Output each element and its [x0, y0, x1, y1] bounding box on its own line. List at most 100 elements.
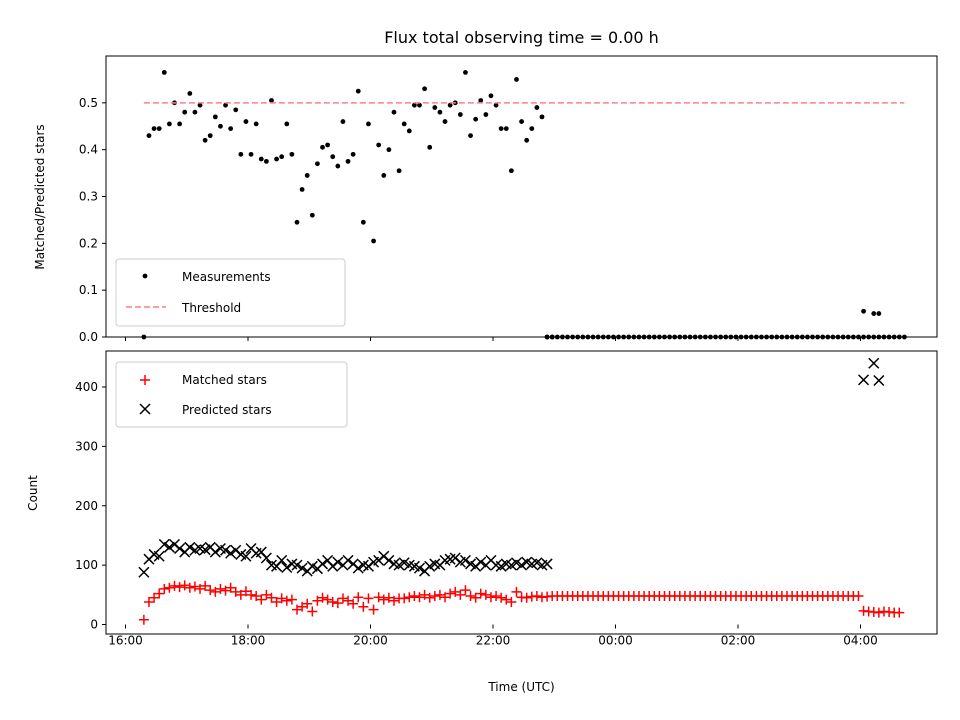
predicted-star-point [296, 562, 308, 574]
bottom-ticks: 0 100 200 300 400 16:00 18:00 20:00 22:00 00:00 02… [75, 380, 878, 648]
measurement-point [161, 69, 167, 75]
matched-star-point [297, 601, 308, 612]
predicted-star-point [138, 566, 150, 578]
matched-star-point [399, 593, 410, 604]
matched-star-point [251, 591, 262, 601]
measurement-point [427, 144, 433, 150]
measurement-point [463, 69, 468, 75]
matched-star-point [491, 591, 502, 601]
matched-star-point [419, 589, 430, 600]
bottom-legend-box [115, 361, 348, 428]
bottom-x-tick-label: 04:00 [843, 634, 878, 648]
top-y-tick-label: 0.3 [79, 190, 98, 204]
measurement-point [335, 163, 341, 169]
x-axis-label: Time (UTC) [487, 680, 554, 694]
measurement-point [422, 86, 428, 92]
predicted-star-point [459, 554, 471, 566]
measurement-point [432, 105, 438, 110]
measurement-point [279, 154, 285, 160]
matched-star-point [440, 592, 451, 603]
matched-star-point [174, 582, 185, 593]
matched-star-point [480, 589, 491, 600]
matched-star-point [154, 588, 165, 599]
measurement-point [360, 219, 366, 225]
legend-measurements-marker [142, 273, 148, 279]
measurement-point [309, 212, 315, 218]
measurement-point [151, 126, 157, 131]
matched-star-point [327, 596, 338, 607]
predicted-star-point [868, 357, 880, 369]
measurement-point [248, 151, 254, 157]
top-y-tick-label: 0.1 [79, 283, 98, 297]
predicted-star-point [260, 552, 272, 564]
matched-star-point [409, 591, 420, 601]
measurement-point [350, 151, 356, 157]
measurement-point [269, 98, 274, 103]
matched-star-point [312, 595, 323, 606]
measurement-point [871, 311, 877, 316]
matched-star-point [235, 589, 246, 600]
bottom-x-tick-label: 02:00 [721, 634, 756, 648]
predicted-star-point [316, 558, 329, 570]
measurement-point [320, 144, 325, 150]
matched-star-point [531, 591, 542, 601]
measurement-point [315, 161, 320, 167]
matched-star-point [470, 592, 481, 603]
predicted-star-point [276, 554, 288, 566]
measurement-point [156, 126, 162, 131]
matched-star-point [179, 580, 190, 591]
measurement-point [355, 88, 361, 94]
measurement-point [207, 133, 213, 139]
predicted-star-point [184, 541, 196, 553]
predicted-star-point [240, 550, 252, 562]
measurement-point [386, 147, 392, 153]
measurement-point [483, 112, 489, 117]
measurement-point [861, 308, 866, 314]
measurement-point [177, 121, 183, 127]
matched-star-point [266, 592, 277, 603]
measurement-point [330, 154, 336, 160]
top-y-tick-label: 0.2 [79, 236, 98, 250]
measurement-point [182, 109, 188, 115]
matched-star-point [302, 598, 313, 609]
bottom-y-tick-label: 300 [75, 439, 98, 453]
measurement-point [447, 102, 453, 108]
predicted-star-point [541, 558, 553, 570]
predicted-star-point [174, 542, 186, 555]
measurement-point [524, 137, 530, 143]
top-y-tick-label: 0.0 [79, 330, 98, 344]
measurement-point [391, 109, 397, 115]
predicted-star-point [291, 559, 303, 571]
bottom-x-tick-label: 20:00 [353, 634, 388, 648]
predicted-star-point [209, 546, 221, 558]
matched-star-point [292, 604, 302, 615]
predicted-star-point [413, 562, 426, 574]
measurement-point [187, 91, 193, 96]
measurement-point [212, 114, 218, 120]
bottom-y-tick-label: 400 [75, 380, 98, 394]
predicted-star-point [475, 556, 487, 568]
matched-star-point [210, 586, 221, 597]
predicted-star-point [332, 556, 344, 568]
measurement-point [146, 133, 152, 139]
measurement-point [233, 107, 239, 113]
predicted-star-point [281, 561, 293, 574]
measurement-point [258, 156, 264, 162]
bottom-x-tick-label: 00:00 [598, 634, 633, 648]
predicted-star-point [225, 547, 237, 559]
measurement-point [340, 119, 346, 124]
matched-star-point [424, 592, 435, 603]
matched-star-point [873, 607, 884, 618]
matched-star-point [521, 592, 532, 603]
matched-star-point [230, 586, 241, 597]
predicted-star-point [158, 538, 170, 550]
top-axes-frame [105, 55, 938, 338]
matched-star-point [337, 593, 348, 604]
measurement-point [345, 158, 351, 164]
measurement-point [457, 112, 463, 117]
matched-star-point [271, 596, 282, 607]
chart-title: Flux total observing time = 0.00 h [384, 28, 659, 47]
measurement-point [294, 219, 300, 225]
matched-star-point [373, 592, 384, 603]
